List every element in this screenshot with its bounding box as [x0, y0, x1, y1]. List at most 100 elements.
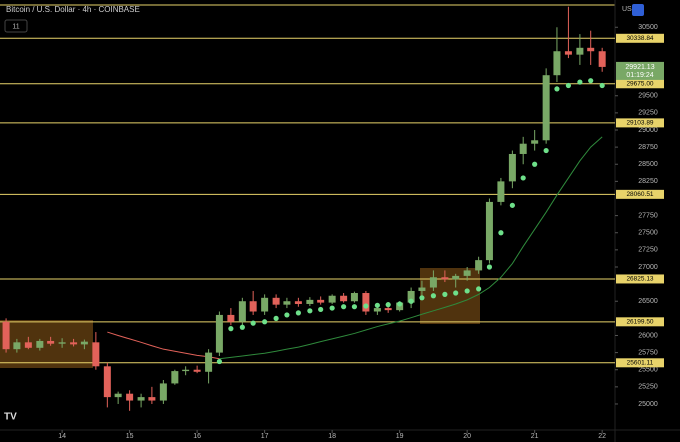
y-tick-label: 28250 [638, 178, 658, 185]
candle-body [261, 297, 269, 312]
last-price: 29921.13 [625, 64, 654, 71]
candle-body [508, 153, 516, 182]
stop-dot [464, 288, 470, 294]
candle-body [114, 393, 122, 398]
stop-dot [599, 82, 605, 89]
zone [420, 268, 480, 324]
y-tick-label: 25000 [638, 401, 658, 408]
y-tick-label: 28750 [638, 144, 658, 151]
candle-body [441, 277, 449, 280]
stop-dot [273, 315, 279, 321]
candle-body [171, 371, 179, 384]
moving-average [107, 331, 220, 360]
candle-body [205, 352, 213, 372]
stop-dot [250, 320, 256, 326]
stop-dot [476, 286, 482, 292]
candle-body [452, 275, 460, 280]
candle-body [215, 314, 223, 353]
x-tick-label: 21 [531, 433, 539, 440]
candle-body [598, 51, 606, 67]
candle-body [103, 366, 111, 398]
stop-dot [397, 301, 403, 307]
moving-average [219, 136, 603, 360]
level-tag [616, 317, 664, 327]
candle-body [497, 181, 505, 202]
countdown: 01:19:24 [626, 72, 653, 79]
level-label: 30338.84 [626, 35, 653, 42]
chart-title: Bitcoin / U.S. Dollar · 4h · COINBASE [6, 5, 140, 14]
candle-body [564, 51, 572, 55]
candle-body [58, 342, 66, 344]
stop-dot [520, 175, 526, 181]
stop-dot [577, 79, 583, 85]
stop-dot [239, 324, 245, 330]
candle-body [70, 342, 78, 345]
candle-body [148, 397, 156, 401]
candle-body [126, 393, 134, 401]
candle-body [340, 295, 348, 302]
candle-body [328, 295, 336, 303]
stop-dot [588, 78, 594, 84]
y-tick-label: 26500 [638, 298, 658, 305]
x-tick-label: 14 [58, 433, 66, 440]
level-label: 26825.13 [626, 276, 653, 283]
settings-icon[interactable] [632, 4, 644, 16]
indicator-label[interactable]: 11 [12, 23, 19, 30]
candle-body [531, 140, 539, 144]
stop-dot [486, 264, 493, 270]
y-tick-label: 25250 [638, 384, 658, 391]
stop-dot [318, 306, 324, 313]
candle-body [47, 340, 55, 344]
y-tick-label: 29500 [638, 93, 658, 100]
level-label: 26199.50 [626, 319, 653, 326]
candle-body [553, 51, 561, 76]
stop-dot [532, 161, 538, 167]
candle-body [429, 277, 437, 288]
stop-dot [543, 147, 549, 154]
y-tick-label: 25500 [638, 367, 658, 374]
stop-dot [329, 305, 335, 311]
stop-dot [554, 86, 560, 92]
candle-body [542, 75, 550, 141]
candle-body [384, 308, 392, 311]
x-tick-label: 20 [463, 433, 471, 440]
y-tick-label: 26000 [638, 332, 658, 339]
stop-dot [419, 295, 425, 301]
level-label: 29675.00 [626, 80, 653, 87]
stop-dot [453, 290, 459, 296]
stop-dot [295, 310, 301, 316]
stop-dot [565, 82, 572, 89]
level-tag [616, 274, 664, 284]
candle-body [80, 341, 88, 345]
y-tick-label: 29000 [638, 127, 658, 134]
currency: USD [622, 6, 637, 13]
candle-body [238, 301, 246, 322]
stop-dot [216, 358, 223, 365]
candle-body [24, 342, 32, 348]
candle-body [475, 260, 483, 271]
y-tick-label: 27500 [638, 230, 658, 237]
candle-body [362, 293, 370, 312]
stop-dot [498, 230, 504, 236]
level-tag [616, 189, 664, 199]
candle-body [485, 201, 493, 261]
price-tag [616, 61, 664, 80]
stop-dot [408, 298, 414, 304]
candle-body [463, 270, 471, 276]
stop-dot [374, 302, 380, 308]
candle-body [182, 369, 190, 372]
level-tag [616, 358, 664, 368]
level-tag [616, 79, 664, 89]
candle-body [519, 143, 527, 154]
candle-body [283, 301, 291, 305]
indicator-box[interactable] [4, 19, 28, 33]
candle-body [373, 308, 381, 312]
candle-body [36, 340, 44, 348]
candle-body [272, 297, 280, 305]
y-tick-label: 27250 [638, 247, 658, 254]
stop-dot [284, 312, 290, 318]
y-tick-label: 27750 [638, 212, 658, 219]
level-label: 28060.51 [626, 191, 653, 198]
candle-body [317, 299, 325, 303]
